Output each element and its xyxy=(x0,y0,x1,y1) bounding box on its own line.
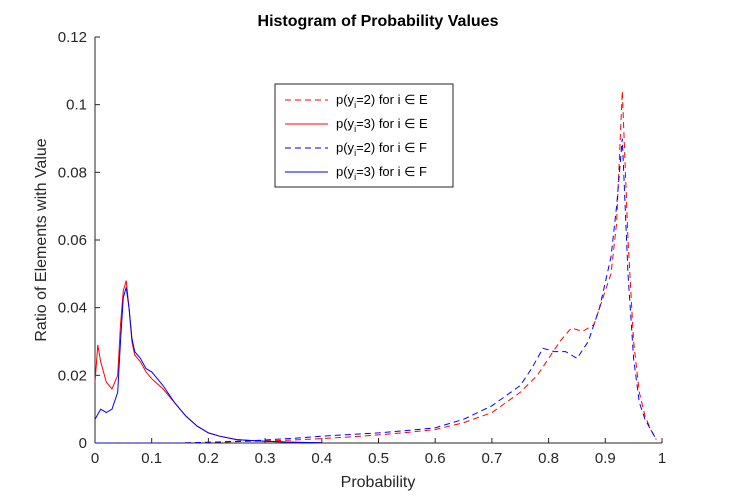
y-tick-label: 0.12 xyxy=(58,29,87,46)
y-tick-label: 0 xyxy=(79,435,87,452)
series-line-1 xyxy=(95,91,657,444)
series-line-4 xyxy=(94,287,322,444)
legend: p(yi=2) for i ∈ E p(yi=3) for i ∈ E p(yi=2… xyxy=(274,83,454,188)
y-tick-label: 0.1 xyxy=(66,97,87,114)
x-tick-label: 0.5 xyxy=(368,450,389,467)
legend-label-3: p(yi=2) for i ∈ F xyxy=(336,140,427,158)
y-tick-label: 0.02 xyxy=(58,367,87,384)
x-tick-label: 0.6 xyxy=(425,450,446,467)
legend-box xyxy=(274,83,454,188)
legend-label-1: p(yi=2) for i ∈ E xyxy=(336,92,428,110)
legend-label-4: p(yi=3) for i ∈ F xyxy=(336,164,427,182)
y-axis-title: Ratio of Elements with Value xyxy=(33,138,50,341)
x-tick-label: 0.2 xyxy=(198,450,219,467)
x-tick-label: 0.9 xyxy=(595,450,616,467)
x-axis-title: Probability xyxy=(341,474,416,491)
x-tick-label: 0.3 xyxy=(255,450,276,467)
x-tick-label: 0.4 xyxy=(311,450,332,467)
y-tick-label: 0.04 xyxy=(58,300,87,317)
x-tick-label: 0.7 xyxy=(481,450,502,467)
x-tick-label: 0.1 xyxy=(141,450,162,467)
x-tick-label: 0 xyxy=(91,450,99,467)
x-tick-label: 1 xyxy=(658,450,666,467)
axis-ticks: 0 0.1 0.2 0.3 0.4 0.5 0.6 0.7 0.8 0.9 1 0 0.02 0.04 0.… xyxy=(58,29,666,467)
y-tick-label: 0.06 xyxy=(58,232,87,249)
y-tick-label: 0.08 xyxy=(58,164,87,181)
chart-title: Histogram of Probability Values xyxy=(258,13,499,30)
series-lines xyxy=(94,91,657,444)
x-tick-label: 0.8 xyxy=(538,450,559,467)
legend-label-2: p(yi=3) for i ∈ E xyxy=(336,116,428,134)
